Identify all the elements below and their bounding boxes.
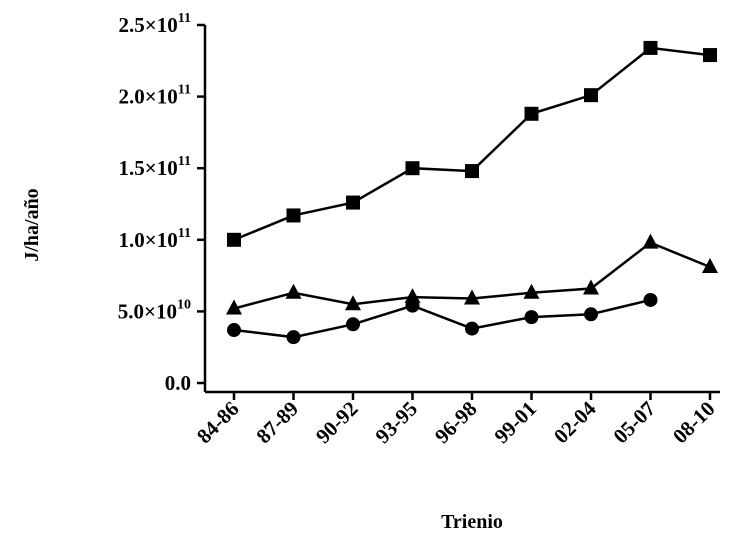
x-tick-label: 05-07 [608, 397, 660, 449]
data-point-square [643, 40, 658, 55]
x-tick-label: 87-89 [251, 397, 303, 449]
chart-axes [203, 25, 720, 394]
data-point-triangle [345, 295, 361, 311]
data-point-square [524, 106, 539, 121]
y-axis-title: J/ha/año [21, 188, 43, 261]
x-tick-label: 96-98 [430, 397, 482, 449]
x-tick-label: 84-86 [192, 397, 244, 449]
series-line-circle [233, 298, 651, 339]
data-point-triangle [583, 279, 599, 295]
data-point-triangle [523, 283, 540, 299]
chart-series [226, 40, 718, 345]
x-tick-label: 93-95 [370, 397, 422, 449]
data-point-circle [405, 298, 420, 313]
series-line-square [233, 46, 711, 241]
data-point-square [465, 164, 479, 179]
data-point-square [405, 161, 420, 176]
data-point-triangle [404, 288, 421, 304]
data-point-triangle [642, 233, 659, 249]
data-point-circle [643, 292, 658, 307]
y-tick-label: 1.5×1011 [119, 154, 191, 180]
y-tick-label: 2.0×1011 [119, 83, 191, 109]
data-point-circle [286, 330, 301, 345]
data-point-square [346, 195, 360, 210]
x-tick-label: 90-92 [311, 397, 363, 449]
chart-ticks: 0.0 5.0×1010 1.0×1011 1.5×1011 2.0×1011 2.5×1… [118, 11, 720, 448]
data-point-circle [465, 321, 479, 336]
x-tick-label: 08-10 [668, 397, 720, 449]
data-point-triangle [285, 283, 302, 299]
y-tick-label: 0.0 [165, 371, 191, 395]
data-point-triangle [464, 289, 480, 305]
data-point-square [227, 232, 241, 247]
data-point-square [584, 88, 598, 103]
data-point-circle [346, 317, 360, 332]
data-point-circle [227, 323, 241, 338]
data-point-circle [524, 310, 539, 325]
data-point-square [703, 48, 717, 63]
y-tick-label: 2.5×1011 [119, 11, 191, 37]
x-axis-title: Trienio [441, 511, 503, 533]
data-point-triangle [702, 258, 718, 274]
x-tick-label: 02-04 [549, 396, 601, 448]
data-point-triangle [226, 299, 242, 315]
y-tick-label: 1.0×1011 [119, 226, 191, 252]
x-tick-label: 99-01 [489, 397, 541, 449]
data-point-square [286, 208, 301, 223]
y-tick-label: 5.0×1010 [118, 297, 191, 323]
data-point-circle [584, 307, 598, 322]
